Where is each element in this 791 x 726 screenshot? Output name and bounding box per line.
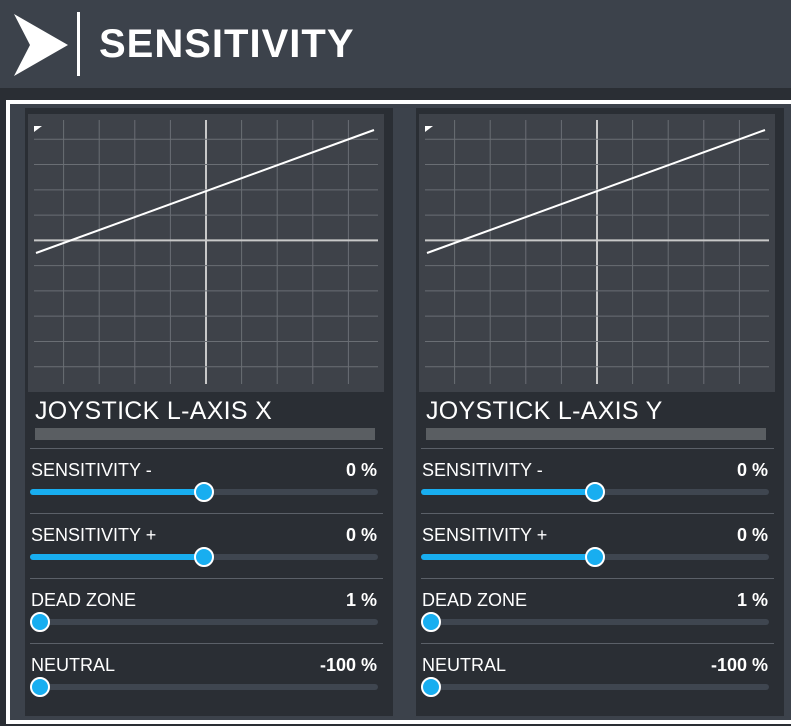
setting-label: NEUTRAL [31,655,116,675]
corner-marker-icon [425,126,433,132]
slider-fill [30,554,204,560]
sensitivity-minus-slider[interactable] [421,482,769,502]
sensitivity-plus-slider[interactable] [421,547,769,567]
page-title: SENSITIVITY [99,22,355,66]
slider-fill [421,554,595,560]
slider-knob[interactable] [194,482,214,502]
dead-zone-slider[interactable] [421,612,769,632]
axis-panel-x[interactable]: JOYSTICK L-AXIS X SENSITIVITY - 0 % SENS… [25,108,393,716]
neutral-row[interactable]: NEUTRAL -100 % [30,643,383,708]
setting-value: 1 % [736,590,768,610]
neutral-row[interactable]: NEUTRAL -100 % [421,643,774,708]
sensitivity-plus-row[interactable]: SENSITIVITY + 0 % [30,513,383,578]
sensitivity-plus-slider[interactable] [30,547,378,567]
slider-knob[interactable] [585,482,605,502]
axis-name: JOYSTICK L-AXIS Y [426,397,663,425]
sensitivity-curve-graph [28,114,384,392]
slider-fill [421,489,595,495]
setting-label: SENSITIVITY + [422,525,548,545]
curve-chart [425,120,769,384]
axis-name: JOYSTICK L-AXIS X [35,397,273,425]
header-divider [0,88,791,94]
slider-knob[interactable] [30,677,50,697]
axis-input-bar [35,428,375,440]
sensitivity-plus-row[interactable]: SENSITIVITY + 0 % [421,513,774,578]
setting-label: SENSITIVITY + [31,525,157,545]
setting-label: NEUTRAL [422,655,507,675]
sensitivity-minus-slider[interactable] [30,482,378,502]
sensitivity-minus-row[interactable]: SENSITIVITY - 0 % [30,448,383,513]
dead-zone-row[interactable]: DEAD ZONE 1 % [30,578,383,643]
setting-value: 1 % [345,590,377,610]
setting-label: DEAD ZONE [31,590,137,610]
response-curve [35,129,375,254]
setting-value: 0 % [345,525,377,545]
setting-value: 0 % [345,460,377,480]
slider-knob[interactable] [585,547,605,567]
setting-value: 0 % [736,525,768,545]
response-curve [426,129,766,254]
setting-label: SENSITIVITY - [422,460,543,480]
axis-input-bar [426,428,766,440]
slider-fill [30,489,204,495]
dead-zone-slider[interactable] [30,612,378,632]
setting-value: -100 % [319,655,377,675]
neutral-slider[interactable] [30,677,378,697]
slider-knob[interactable] [194,547,214,567]
neutral-slider[interactable] [421,677,769,697]
setting-label: SENSITIVITY - [31,460,152,480]
slider-knob[interactable] [421,612,441,632]
header-bar: SENSITIVITY [0,0,791,88]
sensitivity-curve-graph [419,114,775,392]
setting-value: -100 % [710,655,768,675]
dead-zone-row[interactable]: DEAD ZONE 1 % [421,578,774,643]
setting-value: 0 % [736,460,768,480]
slider-knob[interactable] [30,612,50,632]
axis-panel-y[interactable]: JOYSTICK L-AXIS Y SENSITIVITY - 0 % SENS… [416,108,784,716]
slider-knob[interactable] [421,677,441,697]
header-separator [77,12,80,76]
setting-label: DEAD ZONE [422,590,528,610]
sensitivity-minus-row[interactable]: SENSITIVITY - 0 % [421,448,774,513]
chevron-right-icon[interactable] [14,14,68,76]
corner-marker-icon [34,126,42,132]
curve-chart [34,120,378,384]
